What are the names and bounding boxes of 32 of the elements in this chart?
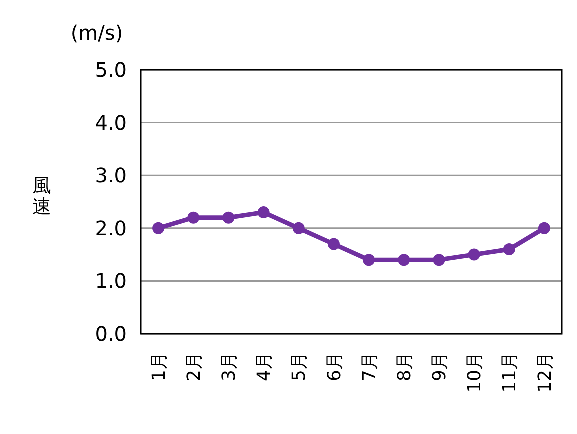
point xyxy=(292,222,305,234)
x-tick-label: 7月 xyxy=(359,352,380,382)
y-tick-label: 4.0 xyxy=(95,110,127,135)
y-tick-label: 0.0 xyxy=(95,322,127,346)
point xyxy=(152,222,165,234)
point xyxy=(328,238,340,250)
x-tick-label: 3月 xyxy=(219,352,240,382)
x-tick-label: 6月 xyxy=(324,352,346,382)
y-tick-label: 2.0 xyxy=(95,216,127,240)
x-tick-label: 12月 xyxy=(534,352,556,393)
point xyxy=(433,254,446,266)
x-tick-label: 11月 xyxy=(500,352,521,393)
x-tick-label: 9月 xyxy=(430,352,451,382)
point xyxy=(468,248,480,261)
x-tick-label: 1月 xyxy=(148,352,170,382)
y-tick-label: 3.0 xyxy=(95,164,127,188)
point xyxy=(398,254,410,266)
point xyxy=(538,222,550,234)
x-tick-label: 2月 xyxy=(184,352,205,382)
point xyxy=(503,244,516,256)
point xyxy=(222,212,235,224)
x-tick-label: 10月 xyxy=(464,352,486,393)
text: (m/s) xyxy=(70,21,124,45)
x-tick-label: 5月 xyxy=(289,352,310,382)
y-tick-label: 5.0 xyxy=(95,58,127,82)
point xyxy=(363,254,376,266)
point xyxy=(258,206,270,219)
point xyxy=(188,212,200,224)
y-axis-title: 風速 xyxy=(32,175,52,218)
x-tick-label: 8月 xyxy=(394,352,416,382)
y-tick-label: 1.0 xyxy=(95,269,127,294)
x-tick-label: 4月 xyxy=(254,352,276,382)
